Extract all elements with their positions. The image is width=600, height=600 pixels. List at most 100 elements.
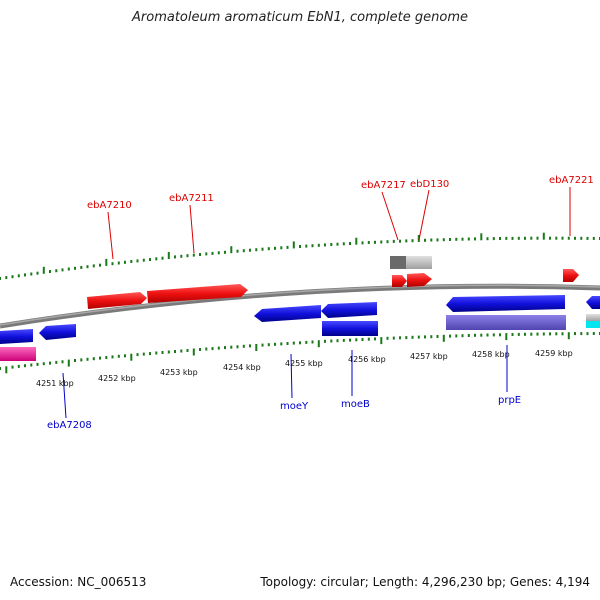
minor-tick <box>24 273 26 277</box>
gene-label-ebA7208[interactable]: ebA7208 <box>47 420 92 431</box>
gene-moeB[interactable] <box>321 302 377 318</box>
minor-tick <box>92 264 95 268</box>
minor-tick <box>411 239 414 243</box>
minor-tick <box>305 244 308 248</box>
gene-label-ebD130[interactable]: ebD130 <box>410 179 449 190</box>
minor-tick <box>174 350 176 353</box>
minor-tick <box>17 274 20 278</box>
minor-tick <box>236 345 239 349</box>
minor-tick <box>467 237 470 241</box>
minor-tick <box>67 267 70 271</box>
minor-tick <box>61 268 64 272</box>
major-tick <box>355 237 358 245</box>
minor-tick <box>430 238 433 242</box>
gene-label-ebA7217[interactable]: ebA7217 <box>361 180 406 191</box>
gene-ebA7208[interactable] <box>39 324 76 340</box>
minor-tick <box>261 343 264 347</box>
minor-tick <box>386 336 389 340</box>
minor-tick <box>36 362 39 366</box>
gene-label-moeB[interactable]: moeB <box>341 399 370 410</box>
rna-feature[interactable] <box>446 315 566 330</box>
minor-tick <box>349 338 351 342</box>
minor-tick <box>380 240 383 244</box>
scale-labels: 4251 kbp 4252 kbp 4253 kbp 4254 kbp 4255… <box>36 349 573 388</box>
minor-tick <box>167 350 170 354</box>
gene-moeY[interactable] <box>254 305 321 322</box>
minor-tick <box>24 364 26 368</box>
minor-tick <box>286 342 289 345</box>
minor-tick <box>280 342 283 346</box>
minor-tick <box>330 339 333 343</box>
gene-prpE[interactable] <box>446 295 565 312</box>
minor-tick <box>49 361 51 365</box>
gene-label-prpE[interactable]: prpE <box>498 395 521 406</box>
minor-tick <box>299 245 301 248</box>
magenta-feature[interactable] <box>0 347 36 361</box>
minor-tick <box>499 237 501 240</box>
minor-tick <box>42 362 45 366</box>
gene-ebA7210[interactable] <box>87 292 147 309</box>
minor-tick <box>405 336 408 340</box>
minor-tick <box>149 352 151 356</box>
minor-tick <box>74 359 76 362</box>
minor-tick <box>161 256 164 260</box>
minor-tick <box>230 345 233 349</box>
minor-tick <box>455 334 458 338</box>
minor-tick <box>580 236 583 240</box>
minor-tick <box>536 236 539 240</box>
gene-label-ebA7210[interactable]: ebA7210 <box>87 200 132 211</box>
gene-reverse-edge[interactable] <box>586 296 600 309</box>
minor-tick <box>480 333 483 337</box>
minor-tick <box>386 240 389 244</box>
minor-tick <box>330 243 333 246</box>
minor-tick <box>49 270 51 273</box>
minor-tick <box>592 236 595 240</box>
gene-label-moeY[interactable]: moeY <box>280 401 309 412</box>
minor-tick <box>511 236 514 240</box>
inner-tick-row <box>0 332 600 374</box>
minor-tick <box>461 237 464 241</box>
gene-ebD130[interactable] <box>407 273 432 287</box>
minor-tick <box>242 344 245 348</box>
outer-tick-row <box>0 232 600 280</box>
map-title: Aromatoleum aromaticum EbN1, complete ge… <box>132 10 468 25</box>
minor-tick <box>292 341 295 345</box>
minor-tick <box>561 236 564 240</box>
gene-ebA7217[interactable] <box>392 275 407 287</box>
minor-tick <box>449 238 451 241</box>
minor-tick <box>555 236 558 240</box>
minor-tick <box>574 332 576 336</box>
major-tick <box>192 348 195 356</box>
gray-feature[interactable] <box>586 314 600 321</box>
major-tick <box>105 258 108 266</box>
gene-label-ebA7211[interactable]: ebA7211 <box>169 193 214 204</box>
minor-tick <box>199 348 201 351</box>
gene-reverse-inner[interactable] <box>322 321 378 336</box>
minor-tick <box>399 336 401 340</box>
minor-tick <box>211 251 214 255</box>
minor-tick <box>311 340 314 344</box>
tick-label: 4255 kbp <box>285 359 323 368</box>
gene-label-ebA7221[interactable]: ebA7221 <box>549 175 594 186</box>
minor-tick <box>242 249 245 253</box>
gene-ebA7221[interactable] <box>563 269 579 282</box>
minor-tick <box>499 333 501 337</box>
major-tick <box>230 246 233 254</box>
minor-tick <box>117 354 120 358</box>
minor-tick <box>136 353 139 357</box>
genome-backbone <box>0 283 600 329</box>
minor-tick <box>0 367 1 370</box>
minor-tick <box>342 338 345 342</box>
gray-feature-dark[interactable] <box>390 256 406 269</box>
minor-tick <box>449 334 451 338</box>
gene-reverse-0[interactable] <box>0 329 33 344</box>
minor-tick <box>180 254 183 258</box>
minor-tick <box>467 334 470 337</box>
minor-tick <box>205 347 208 351</box>
minor-tick <box>405 239 408 243</box>
cyan-feature[interactable] <box>586 321 600 328</box>
minor-tick <box>86 265 89 269</box>
accession-text: Accession: NC_006513 <box>10 575 147 589</box>
gene-ebA7211[interactable] <box>147 284 248 303</box>
